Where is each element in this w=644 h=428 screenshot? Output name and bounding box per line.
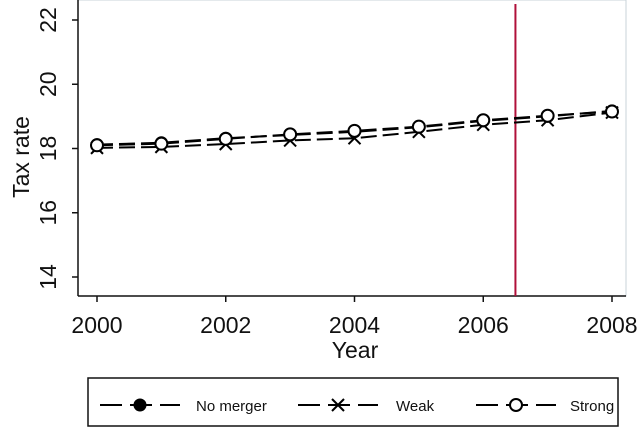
x-tick-label: 2008 xyxy=(586,312,637,338)
series-layer xyxy=(90,104,619,155)
legend-box xyxy=(87,377,619,427)
legend-marker-no-merger xyxy=(133,398,147,412)
y-tick-label: 14 xyxy=(35,264,61,290)
x-tick-label: 2000 xyxy=(71,312,122,338)
data-point-strong xyxy=(283,127,298,142)
legend-label-strong: Strong xyxy=(570,398,614,415)
x-axis-title: Year xyxy=(332,337,379,363)
x-tick-label: 2002 xyxy=(200,312,251,338)
y-tick-label: 22 xyxy=(35,7,61,33)
x-tick-label: 2004 xyxy=(329,312,380,338)
x-marker-stroke xyxy=(331,398,345,412)
x-tick-label: 2006 xyxy=(458,312,509,338)
y-axis-ticks: 14 16 18 20 22 xyxy=(35,7,78,290)
data-point-strong xyxy=(90,138,104,153)
legend-label-no-merger: No merger xyxy=(196,398,267,415)
data-point-strong xyxy=(540,108,555,123)
data-point-strong xyxy=(347,123,362,138)
x-axis-ticks: 2000 2002 2004 2006 2008 xyxy=(71,296,638,338)
legend-marker-strong xyxy=(509,398,523,412)
legend-marker-weak xyxy=(331,398,345,412)
y-axis-title: Tax rate xyxy=(8,116,34,198)
data-point-strong xyxy=(154,136,169,151)
plot-area-border xyxy=(77,0,627,297)
legend: No merger Weak Strong xyxy=(100,398,614,415)
legend-label-weak: Weak xyxy=(396,398,435,415)
data-point-strong xyxy=(476,113,491,128)
y-tick-label: 16 xyxy=(35,200,61,226)
y-tick-label: 18 xyxy=(35,136,61,162)
y-tick-label: 20 xyxy=(35,71,61,97)
data-point-strong xyxy=(605,104,619,119)
data-point-strong xyxy=(218,131,233,146)
data-point-strong xyxy=(411,119,426,134)
